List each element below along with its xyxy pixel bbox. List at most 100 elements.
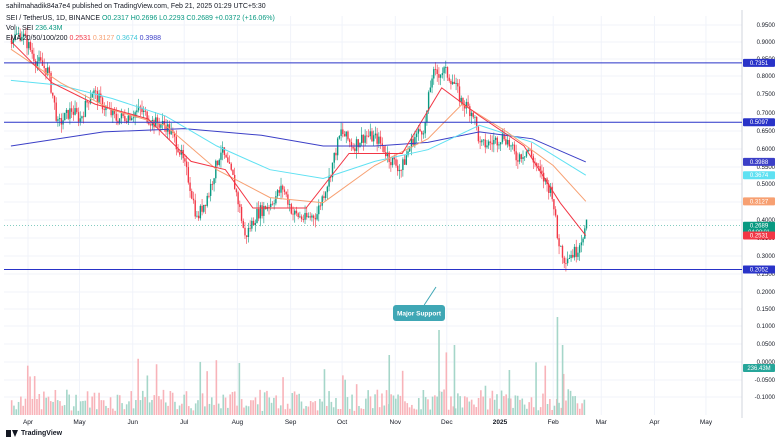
volume-bar <box>298 393 300 415</box>
candle-body <box>221 147 224 153</box>
volume-bar <box>385 390 388 415</box>
volume-bar <box>26 365 29 415</box>
volume-bar <box>443 389 445 415</box>
volume-bar <box>569 390 572 415</box>
candle-body <box>165 125 167 132</box>
candle-body <box>312 215 315 218</box>
candle-body <box>328 175 330 187</box>
candle-body <box>409 147 411 152</box>
volume-bar <box>553 405 556 415</box>
candle-body <box>69 108 71 119</box>
legend-ema-label[interactable]: EMA 20/50/100/200 <box>6 35 68 42</box>
volume-bar <box>314 401 317 415</box>
candle-body <box>177 149 179 153</box>
candle-body <box>451 81 454 85</box>
candle-body <box>549 186 552 193</box>
candle-body <box>573 246 576 258</box>
y-tick-label: 0.5500 <box>757 165 776 171</box>
volume-bar <box>503 396 505 415</box>
published-text: sahilmahadik84a7e4 published on TradingV… <box>6 3 266 10</box>
volume-bar <box>284 409 287 415</box>
candle-body <box>153 120 155 128</box>
candle-body <box>256 208 258 223</box>
volume-bar <box>528 402 530 415</box>
volume-bar <box>176 409 179 415</box>
volume-bar <box>135 400 137 415</box>
candle-body <box>22 33 25 37</box>
volume-bar <box>388 355 391 415</box>
candle-body <box>58 118 61 120</box>
volume-bar <box>47 396 50 415</box>
volume-bar <box>194 403 197 415</box>
volume-bar <box>10 400 13 415</box>
candle-body <box>170 130 172 135</box>
candle-body <box>285 191 287 195</box>
candle-body <box>441 73 444 75</box>
candle-body <box>52 92 54 96</box>
candle-body <box>340 129 342 136</box>
legend-volume-label[interactable]: Vol · SEI <box>6 25 34 32</box>
tradingview-logo[interactable]: TradingView <box>6 430 62 437</box>
volume-bar <box>215 360 218 415</box>
volume-bar <box>390 394 392 415</box>
candle-body <box>512 144 514 146</box>
legend-ema-row: EMA 20/50/100/200 0.2531 0.3127 0.3674 0… <box>6 34 275 44</box>
candle-body <box>189 182 191 192</box>
volume-bar <box>302 408 305 415</box>
x-tick-label: 2025 <box>493 419 508 426</box>
volume-bar <box>13 405 15 415</box>
candle-body <box>235 189 238 193</box>
candle-body <box>352 146 354 149</box>
volume-bar <box>431 396 434 415</box>
candle-body <box>160 124 162 128</box>
candle-body <box>373 135 375 142</box>
volume-bar <box>470 399 473 415</box>
volume-bar <box>325 405 328 415</box>
candle-body <box>276 190 279 197</box>
candle-body <box>70 108 73 112</box>
volume-bar <box>210 397 213 415</box>
candle-body <box>554 209 557 216</box>
candle-body <box>148 122 150 125</box>
candle-body <box>191 191 193 199</box>
legend-symbol[interactable]: SEI / TetherUS, 1D, BINANCE <box>6 15 101 22</box>
volume-bar <box>141 390 144 415</box>
volume-bar <box>411 404 413 415</box>
candle-body <box>81 116 83 119</box>
candle-body <box>520 154 522 159</box>
volume-bar <box>229 394 231 415</box>
candle-body <box>378 136 380 144</box>
volume-bar <box>362 408 365 415</box>
volume-bar <box>532 407 535 415</box>
candle-body <box>263 206 265 216</box>
candle-body <box>105 106 107 111</box>
candle-body <box>474 116 476 118</box>
y-tick-label: 0.0000 <box>757 360 776 366</box>
volume-bar <box>578 408 581 415</box>
volume-bar <box>63 405 66 415</box>
candle-body <box>294 210 296 215</box>
volume-bar <box>158 396 160 415</box>
candle-body <box>529 149 531 151</box>
volume-bar <box>231 391 234 415</box>
volume-bar <box>404 401 406 415</box>
candle-body <box>462 97 464 106</box>
volume-bar <box>397 394 399 415</box>
candle-body <box>407 151 409 156</box>
volume-bar <box>339 409 342 415</box>
candle-body <box>391 157 394 166</box>
volume-bar <box>408 407 411 415</box>
y-tick-label: 0.8000 <box>757 74 776 80</box>
candle-body <box>345 131 347 137</box>
candle-body <box>510 145 512 147</box>
candle-body <box>532 156 535 163</box>
candle-body <box>194 200 196 217</box>
candle-body <box>371 131 373 142</box>
candle-body <box>374 133 377 136</box>
volume-bar <box>424 397 427 415</box>
volume-bar <box>227 407 229 415</box>
candle-body <box>431 78 433 88</box>
candle-body <box>203 204 205 212</box>
volume-bar <box>549 399 551 415</box>
